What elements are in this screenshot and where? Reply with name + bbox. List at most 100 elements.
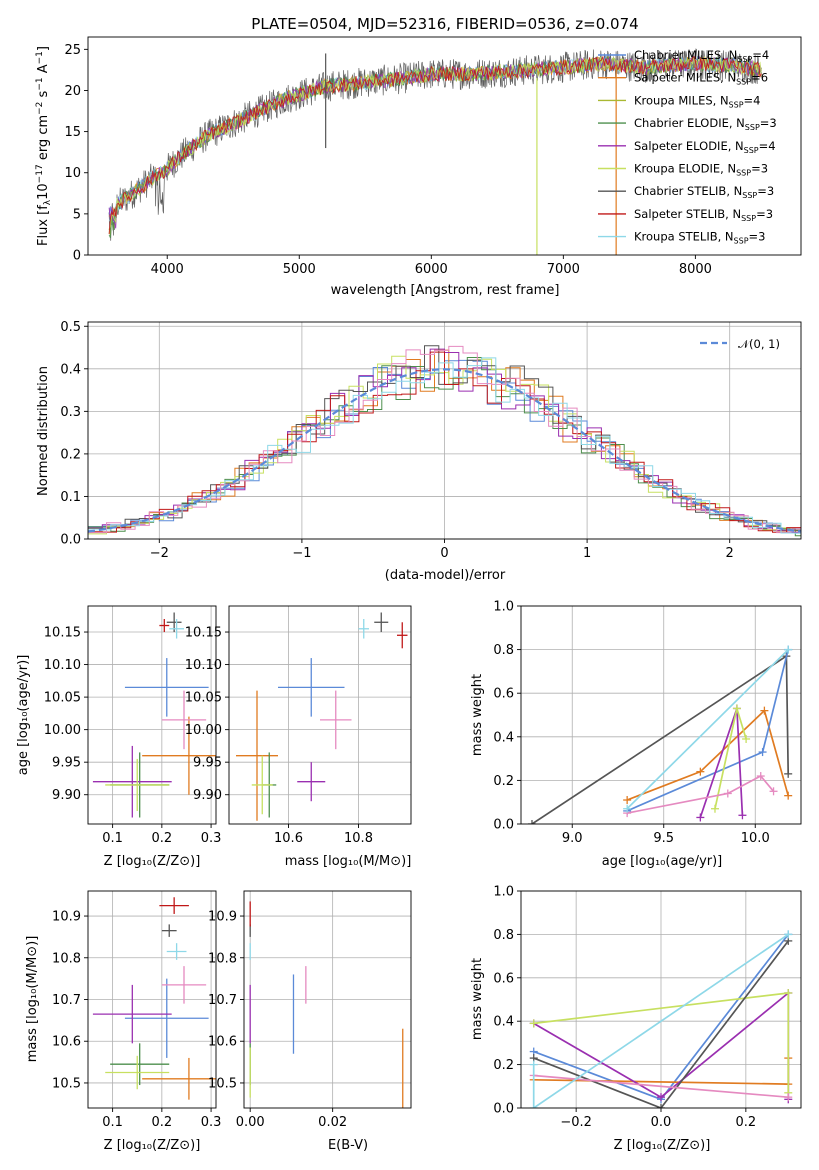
x-tick-label: 9.5 — [653, 831, 674, 846]
errorbar-point-orange — [142, 1057, 216, 1100]
mass-weight-marker — [696, 767, 705, 776]
y-tick-label: 0.2 — [60, 447, 81, 462]
errorbar-point-blue — [278, 658, 345, 717]
mass-weight-marker — [760, 706, 769, 715]
mass-weight-marker — [696, 813, 705, 822]
legend-label: 𝒩(0, 1) — [738, 337, 780, 351]
y-tick-label: 10.00 — [185, 723, 222, 738]
legend-label: Salpeter MILES, NSSP=6 — [634, 71, 768, 87]
y-tick-label: 15 — [64, 125, 81, 140]
mass-weight-marker — [784, 645, 793, 654]
y-tick-label: 0.4 — [493, 1015, 514, 1030]
plot-area-mass_vs_ebv — [249, 901, 404, 1108]
age-mass-xlabel: mass [log₁₀(M/M⊙)] — [285, 854, 412, 869]
axes-frame — [520, 890, 802, 1109]
mass-weight-marker — [738, 811, 747, 820]
mass-weight-marker — [784, 769, 793, 778]
x-tick-label: 4000 — [151, 262, 184, 277]
x-tick-label: 7000 — [547, 262, 580, 277]
x-tick-label: 0.2 — [152, 1115, 173, 1130]
mass-weight-line-cyan — [626, 648, 789, 810]
x-tick-label: 2 — [726, 546, 734, 561]
legend-label: Salpeter ELODIE, NSSP=4 — [634, 139, 776, 155]
errorbar-point-blue — [124, 978, 209, 1058]
legend-label: Kroupa ELODIE, NSSP=3 — [634, 162, 768, 178]
y-tick-label: 1.0 — [493, 885, 514, 900]
y-tick-label: 0.2 — [493, 1058, 514, 1073]
x-tick-label: 0.0 — [651, 1115, 672, 1130]
mass-ebv-xlabel: E(B-V) — [328, 1138, 368, 1153]
errorbar-point-purple — [297, 762, 326, 802]
mw-z-xlabel: Z [log₁₀(Z/Z⊙)] — [614, 1138, 711, 1153]
axes-frame — [87, 321, 802, 540]
mass-weight-line-gray — [533, 940, 789, 1108]
plot-area-age_vs_Z — [92, 612, 216, 818]
spectrum-legend: Chabrier MILES, NSSP=4 Salpeter MILES, NS… — [598, 48, 777, 246]
errorbar-point-cyan — [169, 619, 184, 639]
mass-weight-marker — [623, 804, 632, 813]
mass-weight-marker — [784, 791, 793, 800]
axes-frame — [87, 36, 802, 256]
axes-mass_vs_ebv: 0.00 0.02 10.5 10.6 10.7 10.8 10.9 — [208, 890, 412, 1130]
residuals-ylabel: Normed distribution — [36, 366, 51, 496]
x-tick-label: 9.0 — [562, 831, 583, 846]
spectrum-ylabel: Flux [fλ10−17 erg cm−2 s−1 A−1] — [35, 46, 53, 246]
y-tick-label: 0.4 — [60, 362, 81, 377]
y-tick-label: 20 — [64, 84, 81, 99]
y-tick-label: 9.95 — [52, 756, 81, 771]
mass-weight-marker — [784, 930, 793, 939]
y-tick-label: 0.1 — [60, 490, 81, 505]
y-tick-label: 0.2 — [493, 774, 514, 789]
errorbar-point-orange — [142, 716, 216, 795]
y-tick-label: 10.7 — [208, 993, 237, 1008]
errorbar-point-cyan — [358, 619, 369, 639]
mass-weight-marker — [769, 787, 778, 796]
legend-label: Kroupa MILES, NSSP=4 — [634, 93, 760, 109]
x-tick-label: −2 — [150, 546, 169, 561]
age-z-ylabel: age [log₁₀(age/yr)] — [16, 655, 31, 776]
residual-hist-red — [88, 351, 801, 539]
axes-frame — [87, 890, 217, 1109]
y-tick-label: 10.6 — [52, 1035, 81, 1050]
y-tick-label: 10.8 — [52, 951, 81, 966]
y-tick-label: 25 — [64, 43, 81, 58]
mass-weight-marker — [527, 820, 536, 824]
mass-weight-marker — [732, 704, 741, 713]
y-tick-label: 0.0 — [60, 533, 81, 548]
gaussian-curve — [88, 368, 801, 533]
x-tick-label: 0.2 — [152, 831, 173, 846]
age-z-xlabel: Z [log₁₀(Z/Z⊙)] — [104, 854, 201, 869]
y-tick-label: 10.9 — [208, 910, 237, 925]
mass-weight-marker — [529, 1019, 538, 1028]
y-tick-label: 10 — [64, 166, 81, 181]
errorbar-point-red — [159, 619, 170, 633]
x-tick-label: −0.2 — [560, 1115, 592, 1130]
errorbar-point-gray — [161, 924, 177, 937]
y-tick-label: 0.0 — [493, 818, 514, 833]
mass-weight-line-cyan — [532, 933, 789, 1108]
y-tick-label: 0.6 — [493, 971, 514, 986]
errorbar-point-blue — [124, 658, 209, 717]
x-tick-label: 0.1 — [102, 1115, 123, 1130]
y-tick-label: 0.8 — [493, 928, 514, 943]
plot-area-mass_weight_vs_Z — [529, 930, 793, 1108]
mass-weight-marker — [529, 1104, 538, 1108]
x-tick-label: 0.02 — [318, 1115, 347, 1130]
y-tick-label: 10.00 — [44, 723, 81, 738]
mass-weight-marker — [623, 796, 632, 805]
y-tick-label: 10.05 — [185, 691, 222, 706]
errorbar-point-pink — [320, 690, 352, 750]
x-tick-label: 5000 — [283, 262, 316, 277]
errorbar-point-lime — [251, 755, 273, 815]
axes-mass_weight_vs_Z: −0.2 0.0 0.2 0.0 0.2 0.4 0.6 0.8 1.0 — [493, 885, 802, 1130]
errorbar-point-green — [110, 1043, 170, 1086]
errorbar-point-pink — [161, 690, 207, 750]
y-tick-label: 10.7 — [52, 993, 81, 1008]
y-tick-label: 0.5 — [60, 320, 81, 335]
y-tick-label: 0.6 — [493, 687, 514, 702]
x-tick-label: 10.0 — [741, 831, 770, 846]
x-tick-label: 0.3 — [201, 1115, 222, 1130]
y-tick-label: 0.8 — [493, 643, 514, 658]
mass-weight-line-gray — [531, 654, 790, 824]
errorbar-point-red — [397, 622, 408, 649]
